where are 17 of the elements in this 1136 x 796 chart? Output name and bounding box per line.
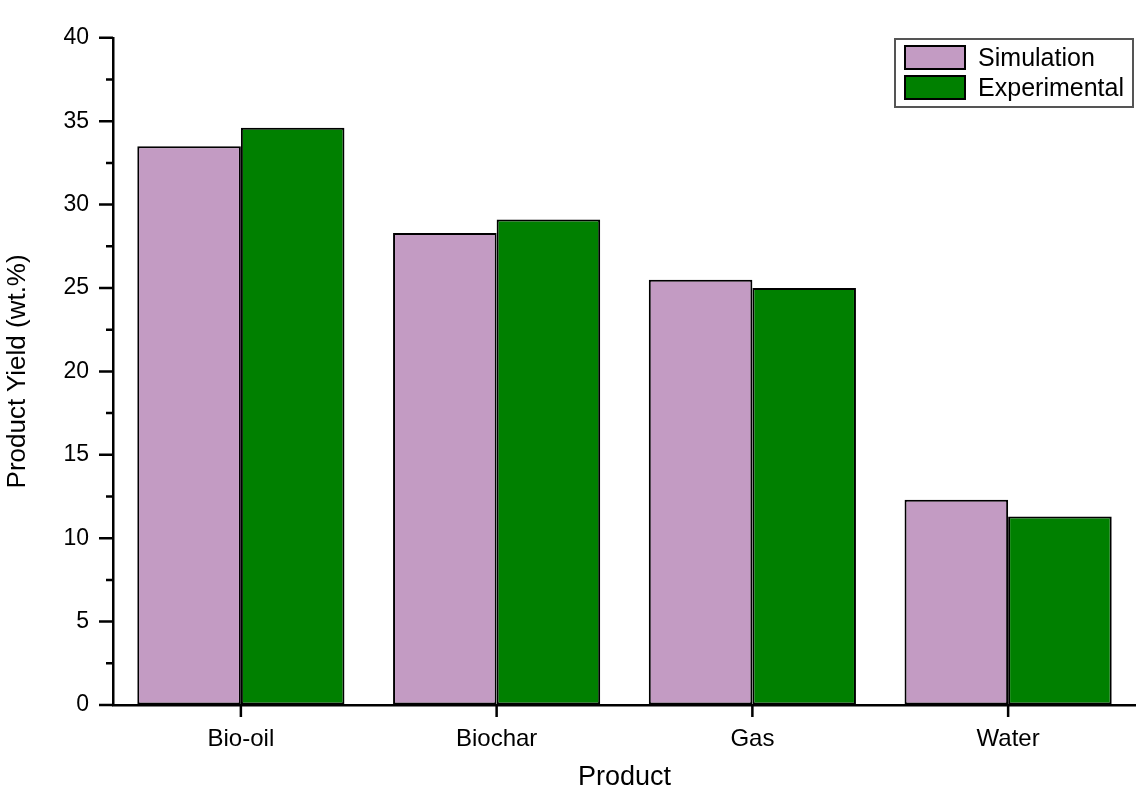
y-tick-label: 0: [76, 690, 89, 717]
y-tick-label: 15: [63, 440, 89, 467]
y-tick-label: 10: [63, 523, 89, 550]
x-tick-label: Bio-oil: [207, 724, 275, 752]
y-tick-label: 20: [63, 356, 89, 383]
y-tick-label: 40: [63, 23, 89, 50]
legend-label: Simulation: [978, 43, 1095, 73]
x-tick-label: Water: [976, 724, 1040, 752]
x-axis-title: Product: [577, 761, 672, 792]
legend-label: Experimental: [978, 73, 1124, 103]
y-tick-label: 35: [63, 106, 89, 133]
x-tick-label: Gas: [730, 724, 775, 752]
y-tick-label: 5: [76, 606, 89, 633]
y-tick-label: 30: [63, 189, 89, 216]
y-tick-label: 25: [63, 273, 89, 300]
y-axis-title: Product Yield (wt.%): [0, 254, 31, 489]
x-tick-label: Biochar: [455, 724, 538, 752]
